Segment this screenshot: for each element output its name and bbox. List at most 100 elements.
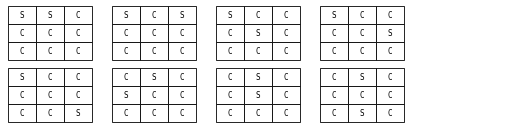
Text: C: C xyxy=(48,73,52,81)
Bar xyxy=(348,104,376,122)
Bar xyxy=(376,104,404,122)
Text: C: C xyxy=(180,109,184,117)
Text: C: C xyxy=(388,73,392,81)
Text: C: C xyxy=(256,11,260,19)
Bar xyxy=(348,24,376,42)
Bar xyxy=(244,42,272,60)
Bar xyxy=(272,104,300,122)
Text: C: C xyxy=(228,109,232,117)
Text: C: C xyxy=(228,90,232,100)
Text: S: S xyxy=(332,11,336,19)
Bar xyxy=(64,104,92,122)
Text: C: C xyxy=(20,90,24,100)
Bar xyxy=(320,86,348,104)
Bar xyxy=(112,6,140,24)
Bar xyxy=(36,68,64,86)
Bar xyxy=(272,68,300,86)
Bar xyxy=(36,6,64,24)
Text: C: C xyxy=(332,90,336,100)
Bar xyxy=(376,68,404,86)
Text: C: C xyxy=(124,28,128,38)
Text: C: C xyxy=(76,90,80,100)
Text: C: C xyxy=(20,28,24,38)
Bar xyxy=(64,24,92,42)
Text: S: S xyxy=(256,28,260,38)
Text: C: C xyxy=(152,47,156,55)
Text: C: C xyxy=(228,47,232,55)
Bar xyxy=(8,42,36,60)
Text: C: C xyxy=(360,28,364,38)
Bar xyxy=(216,68,244,86)
Text: S: S xyxy=(48,11,52,19)
Bar xyxy=(376,42,404,60)
Bar xyxy=(8,6,36,24)
Bar xyxy=(140,42,168,60)
Bar xyxy=(216,86,244,104)
Text: C: C xyxy=(76,47,80,55)
Bar xyxy=(320,6,348,24)
Text: S: S xyxy=(360,73,364,81)
Bar xyxy=(8,68,36,86)
Bar xyxy=(8,24,36,42)
Text: C: C xyxy=(388,90,392,100)
Bar xyxy=(348,86,376,104)
Text: C: C xyxy=(284,28,288,38)
Bar xyxy=(112,86,140,104)
Bar xyxy=(348,42,376,60)
Bar xyxy=(168,42,196,60)
Text: S: S xyxy=(124,11,128,19)
Text: C: C xyxy=(124,73,128,81)
Text: C: C xyxy=(360,90,364,100)
Bar xyxy=(168,68,196,86)
Bar xyxy=(168,24,196,42)
Text: S: S xyxy=(20,11,24,19)
Bar xyxy=(376,24,404,42)
Text: C: C xyxy=(284,73,288,81)
Bar xyxy=(64,6,92,24)
Text: S: S xyxy=(76,109,80,117)
Bar xyxy=(272,6,300,24)
Bar xyxy=(216,42,244,60)
Text: S: S xyxy=(256,73,260,81)
Text: S: S xyxy=(180,11,184,19)
Bar xyxy=(64,86,92,104)
Text: C: C xyxy=(152,28,156,38)
Bar xyxy=(348,6,376,24)
Bar xyxy=(140,68,168,86)
Bar xyxy=(112,68,140,86)
Bar xyxy=(272,86,300,104)
Bar xyxy=(36,24,64,42)
Bar xyxy=(140,104,168,122)
Bar xyxy=(216,104,244,122)
Bar xyxy=(320,42,348,60)
Text: C: C xyxy=(256,109,260,117)
Text: C: C xyxy=(332,47,336,55)
Bar xyxy=(244,24,272,42)
Text: S: S xyxy=(228,11,232,19)
Text: C: C xyxy=(152,11,156,19)
Bar xyxy=(140,86,168,104)
Text: C: C xyxy=(284,47,288,55)
Bar xyxy=(168,6,196,24)
Text: C: C xyxy=(284,11,288,19)
Text: C: C xyxy=(20,109,24,117)
Bar xyxy=(8,104,36,122)
Text: C: C xyxy=(388,47,392,55)
Bar xyxy=(8,86,36,104)
Bar xyxy=(36,104,64,122)
Bar xyxy=(168,86,196,104)
Text: C: C xyxy=(228,28,232,38)
Bar xyxy=(272,24,300,42)
Text: C: C xyxy=(48,28,52,38)
Text: C: C xyxy=(152,90,156,100)
Bar xyxy=(376,6,404,24)
Text: C: C xyxy=(256,47,260,55)
Text: S: S xyxy=(20,73,24,81)
Bar xyxy=(36,86,64,104)
Bar xyxy=(112,42,140,60)
Bar xyxy=(320,24,348,42)
Bar xyxy=(140,24,168,42)
Bar xyxy=(272,42,300,60)
Bar xyxy=(320,68,348,86)
Text: C: C xyxy=(152,109,156,117)
